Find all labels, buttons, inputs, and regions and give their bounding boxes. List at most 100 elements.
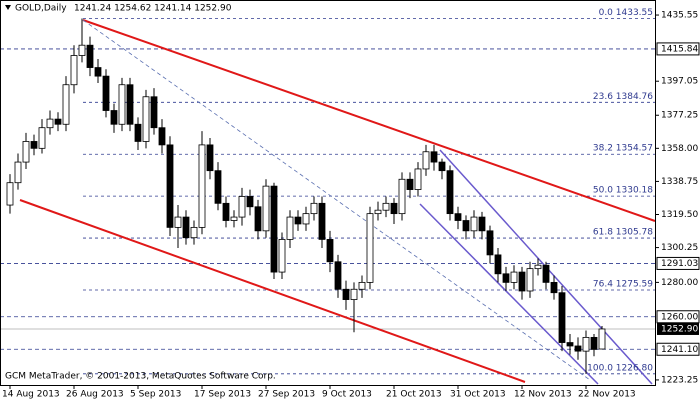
candle-body	[198, 144, 206, 228]
candle-body	[38, 127, 46, 149]
candle-body	[238, 196, 246, 218]
candle-body	[366, 213, 374, 283]
candle-body	[518, 271, 526, 292]
fib-label: 38.2 1354.57	[593, 144, 653, 154]
candle-body	[334, 261, 342, 290]
trendline	[19, 199, 526, 383]
candle-body	[318, 202, 326, 240]
x-tick-label: 17 Sep 2013	[194, 390, 251, 400]
candle-body	[390, 202, 398, 215]
symbol-icon	[5, 5, 11, 10]
fib-label: 100.0 1226.80	[587, 363, 653, 373]
y-tick-label: 1280.00	[661, 278, 698, 288]
candle-body	[46, 118, 54, 129]
candle-body	[430, 151, 438, 163]
y-tick-label: 1358.00	[661, 144, 698, 154]
candle-body	[270, 185, 278, 273]
candle-body	[406, 178, 414, 190]
candle-body	[398, 178, 406, 215]
x-tick-label: 22 Nov 2013	[578, 390, 636, 400]
candle-body	[486, 230, 494, 256]
candle-body	[350, 288, 358, 300]
candle-body	[478, 216, 486, 232]
candle-body	[422, 151, 430, 170]
candle-body	[414, 168, 422, 190]
candle-body	[30, 141, 38, 149]
level-label: 1260.00	[661, 312, 698, 322]
candle-body	[22, 141, 30, 163]
candle-body	[246, 196, 254, 208]
candle-body	[374, 209, 382, 215]
candle-body	[70, 55, 78, 86]
candle-body	[102, 75, 110, 111]
candle-body	[558, 292, 566, 343]
candle-body	[278, 239, 286, 273]
trendline	[82, 19, 656, 222]
candle-body	[166, 144, 174, 228]
level-box	[656, 42, 700, 56]
x-tick-label: 12 Nov 2013	[514, 390, 572, 400]
x-tick-label: 27 Sep 2013	[258, 390, 315, 400]
y-tick-label: 1300.25	[661, 243, 698, 253]
level-box	[656, 342, 700, 356]
y-tick-label: 1223.25	[661, 375, 698, 385]
candle-body	[582, 336, 590, 352]
y-tick-label: 1397.05	[661, 77, 698, 87]
candle-body	[590, 336, 598, 350]
candle-body	[566, 342, 574, 347]
footer: GCM MetaTrader, © 2001-2013, MetaQuotes …	[5, 372, 276, 382]
level-label: 1415.84	[661, 44, 698, 54]
candle-body	[262, 185, 270, 232]
candle-body	[222, 202, 230, 221]
candle-body	[550, 281, 558, 294]
candle-body	[86, 44, 94, 68]
candle-body	[190, 226, 198, 239]
candle-body	[462, 220, 470, 232]
candle-body	[78, 44, 86, 56]
candle-body	[454, 213, 462, 221]
candle-body	[510, 271, 518, 283]
candle-body	[134, 123, 142, 142]
level-box	[656, 256, 700, 270]
last-price-label: 1252.90	[661, 324, 698, 334]
candle-body	[214, 170, 222, 204]
plot-frame	[0, 0, 656, 386]
last-price-box	[657, 322, 699, 335]
candle-body	[494, 254, 502, 275]
candle-body	[598, 328, 606, 350]
x-tick-label: 9 Oct 2013	[322, 390, 372, 400]
level-box	[656, 310, 700, 324]
candle-body	[542, 264, 550, 283]
candle-body	[294, 216, 302, 225]
fib-label: 0.0 1433.55	[599, 8, 653, 18]
candle-body	[158, 127, 166, 146]
candle-body	[206, 144, 214, 172]
ohlc-label: 1241.24 1254.62 1241.14 1252.90	[74, 4, 232, 14]
chart-title: GOLD,Daily	[15, 4, 67, 14]
candle-body	[150, 96, 158, 129]
candle-body	[310, 202, 318, 215]
candle-body	[446, 170, 454, 215]
level-label: 1241.10	[661, 345, 698, 355]
x-tick-label: 5 Sep 2013	[130, 390, 181, 400]
x-tick-label: 14 Aug 2013	[2, 390, 60, 400]
candle-body	[182, 216, 190, 239]
candle-body	[230, 216, 238, 221]
x-tick-label: 21 Oct 2013	[386, 390, 442, 400]
candle-body	[94, 67, 102, 77]
candle-body	[54, 118, 62, 125]
candle-body	[470, 216, 478, 232]
level-label: 1291.03	[661, 259, 698, 269]
candle-body	[142, 96, 150, 142]
candle-body	[6, 182, 14, 206]
candle-body	[342, 288, 350, 300]
candle-body	[502, 273, 510, 283]
candle-body	[110, 110, 118, 125]
candle-body	[174, 216, 182, 228]
candle-body	[574, 345, 582, 352]
y-tick-label: 1319.50	[661, 210, 698, 220]
x-tick-label: 31 Oct 2013	[450, 390, 506, 400]
candle-body	[14, 161, 22, 184]
